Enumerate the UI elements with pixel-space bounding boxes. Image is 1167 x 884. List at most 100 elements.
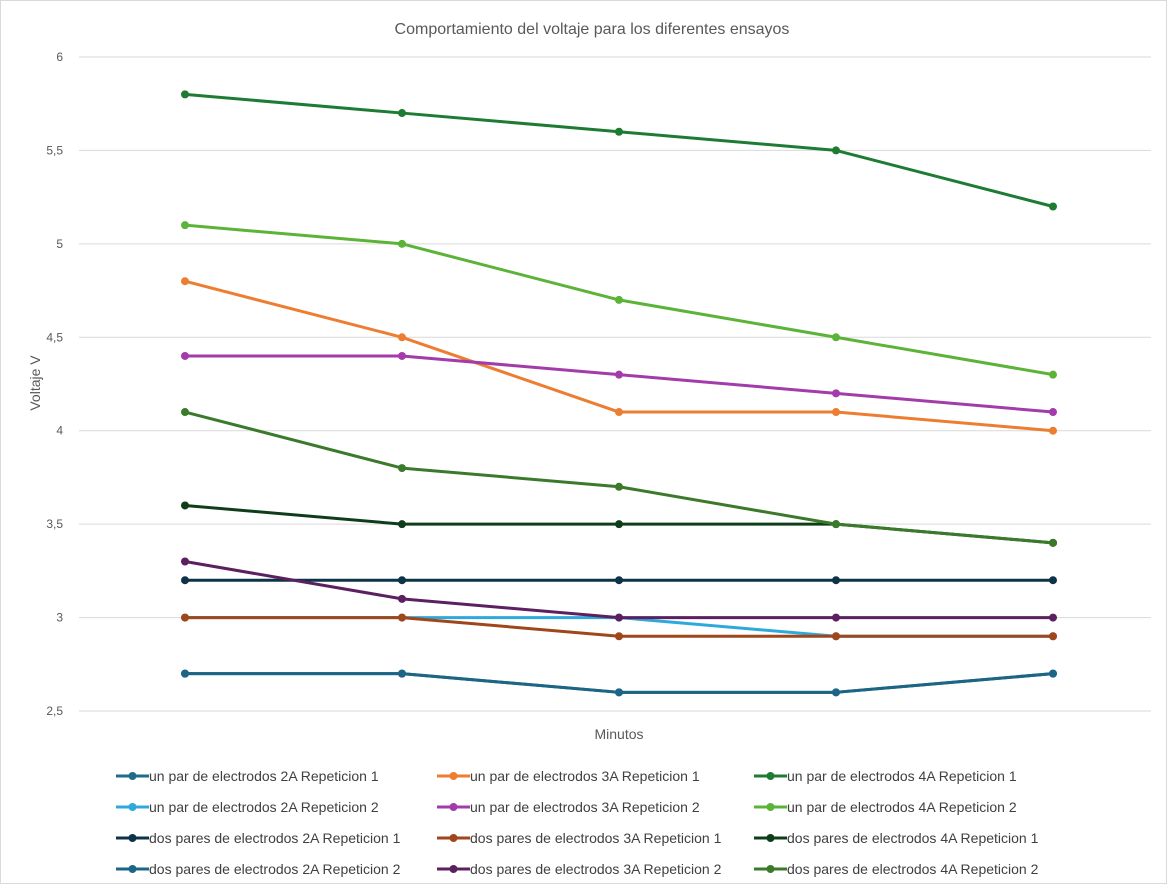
legend-item[interactable]: dos pares de electrodos 3A Repeticion 1 bbox=[437, 830, 722, 846]
data-point bbox=[615, 370, 623, 379]
data-point bbox=[832, 408, 840, 417]
y-tick-label: 2,5 bbox=[46, 704, 63, 718]
legend-item[interactable]: un par de electrodos 4A Repeticion 2 bbox=[754, 799, 1017, 815]
legend-label: dos pares de electrodos 4A Repeticion 2 bbox=[787, 861, 1039, 877]
legend-label: un par de electrodos 4A Repeticion 1 bbox=[787, 768, 1017, 784]
legend-label: un par de electrodos 3A Repeticion 2 bbox=[470, 799, 700, 815]
legend-marker bbox=[128, 834, 137, 842]
series-6 bbox=[181, 221, 1057, 379]
legend-marker bbox=[449, 865, 458, 873]
legend-label: un par de electrodos 4A Repeticion 2 bbox=[787, 799, 1017, 815]
y-tick-label: 6 bbox=[56, 50, 63, 64]
data-point bbox=[832, 632, 840, 641]
legend-label: un par de electrodos 2A Repeticion 1 bbox=[149, 768, 379, 784]
data-point bbox=[1049, 613, 1057, 622]
chart-title: Comportamiento del voltaje para los dife… bbox=[395, 21, 790, 38]
y-tick-label: 4,5 bbox=[46, 330, 63, 344]
data-point bbox=[832, 576, 840, 585]
legend-marker bbox=[449, 834, 458, 842]
data-point bbox=[398, 333, 406, 342]
data-point bbox=[398, 594, 406, 603]
data-point bbox=[181, 221, 189, 230]
data-point bbox=[1049, 632, 1057, 641]
y-axis-title: Voltaje V bbox=[27, 355, 43, 411]
legend-item[interactable]: un par de electrodos 2A Repeticion 1 bbox=[116, 768, 379, 784]
data-point bbox=[398, 576, 406, 585]
legend-marker bbox=[766, 834, 775, 842]
data-point bbox=[615, 576, 623, 585]
series-7 bbox=[181, 576, 1057, 585]
data-point bbox=[615, 613, 623, 622]
data-point bbox=[181, 613, 189, 622]
y-tick-label: 5,5 bbox=[46, 143, 63, 157]
data-point bbox=[181, 576, 189, 585]
data-point bbox=[1049, 408, 1057, 417]
legend-marker bbox=[128, 803, 137, 811]
legend-item[interactable]: dos pares de electrodos 4A Repeticion 2 bbox=[754, 861, 1039, 877]
legend-marker bbox=[766, 803, 775, 811]
data-point bbox=[398, 520, 406, 529]
gridlines bbox=[79, 56, 1151, 712]
legend-label: un par de electrodos 3A Repeticion 1 bbox=[470, 768, 700, 784]
data-point bbox=[181, 90, 189, 99]
data-point bbox=[398, 669, 406, 678]
series-8 bbox=[181, 613, 1057, 641]
series-12 bbox=[181, 408, 1057, 547]
series-5 bbox=[181, 351, 1057, 417]
data-point bbox=[832, 146, 840, 155]
legend-label: dos pares de electrodos 2A Repeticion 2 bbox=[149, 861, 401, 877]
legend-label: dos pares de electrodos 4A Repeticion 1 bbox=[787, 830, 1039, 846]
y-tick-label: 5 bbox=[56, 237, 63, 251]
data-point bbox=[1049, 576, 1057, 585]
y-tick-label: 3,5 bbox=[46, 517, 63, 531]
data-point bbox=[615, 482, 623, 491]
series-3 bbox=[181, 90, 1057, 211]
legend-label: un par de electrodos 2A Repeticion 2 bbox=[149, 799, 379, 815]
legend-item[interactable]: un par de electrodos 4A Repeticion 1 bbox=[754, 768, 1017, 784]
legend-label: dos pares de electrodos 3A Repeticion 2 bbox=[470, 861, 722, 877]
data-point bbox=[615, 127, 623, 136]
data-point bbox=[181, 351, 189, 360]
y-axis-ticks: 2,5 3 3,5 4 4,5 5 5,5 6 bbox=[46, 50, 63, 718]
series-11 bbox=[181, 557, 1057, 622]
data-point bbox=[398, 109, 406, 118]
legend-item[interactable]: un par de electrodos 3A Repeticion 1 bbox=[437, 768, 700, 784]
y-tick-label: 3 bbox=[56, 611, 63, 625]
data-point bbox=[615, 520, 623, 529]
series-line bbox=[183, 354, 1055, 414]
legend-item[interactable]: dos pares de electrodos 2A Repeticion 2 bbox=[116, 861, 401, 877]
legend-marker bbox=[766, 772, 775, 780]
legend-item[interactable]: dos pares de electrodos 3A Repeticion 2 bbox=[437, 861, 722, 877]
legend-item[interactable]: dos pares de electrodos 4A Repeticion 1 bbox=[754, 830, 1039, 846]
data-point bbox=[181, 277, 189, 286]
data-point bbox=[615, 408, 623, 417]
data-point bbox=[832, 389, 840, 398]
series-2 bbox=[181, 277, 1057, 435]
legend-marker bbox=[449, 772, 458, 780]
data-point bbox=[181, 669, 189, 678]
legend-marker bbox=[128, 772, 137, 780]
data-point bbox=[398, 464, 406, 473]
legend: un par de electrodos 2A Repeticion 1 un p… bbox=[116, 768, 1039, 877]
legend-label: dos pares de electrodos 3A Repeticion 1 bbox=[470, 830, 722, 846]
data-point bbox=[398, 613, 406, 622]
data-point bbox=[832, 520, 840, 529]
data-point bbox=[1049, 426, 1057, 435]
data-point bbox=[181, 501, 189, 510]
legend-marker bbox=[449, 803, 458, 811]
series-10 bbox=[181, 669, 1057, 697]
legend-item[interactable]: un par de electrodos 2A Repeticion 2 bbox=[116, 799, 379, 815]
data-point bbox=[832, 613, 840, 622]
legend-item[interactable]: dos pares de electrodos 2A Repeticion 1 bbox=[116, 830, 401, 846]
legend-item[interactable]: un par de electrodos 3A Repeticion 2 bbox=[437, 799, 700, 815]
series-line bbox=[183, 560, 1055, 620]
x-axis-title: Minutos bbox=[594, 726, 643, 742]
data-point bbox=[615, 632, 623, 641]
data-point bbox=[832, 333, 840, 342]
data-point bbox=[615, 295, 623, 304]
legend-label: dos pares de electrodos 2A Repeticion 1 bbox=[149, 830, 401, 846]
data-point bbox=[1049, 669, 1057, 678]
series-layer bbox=[181, 90, 1057, 697]
